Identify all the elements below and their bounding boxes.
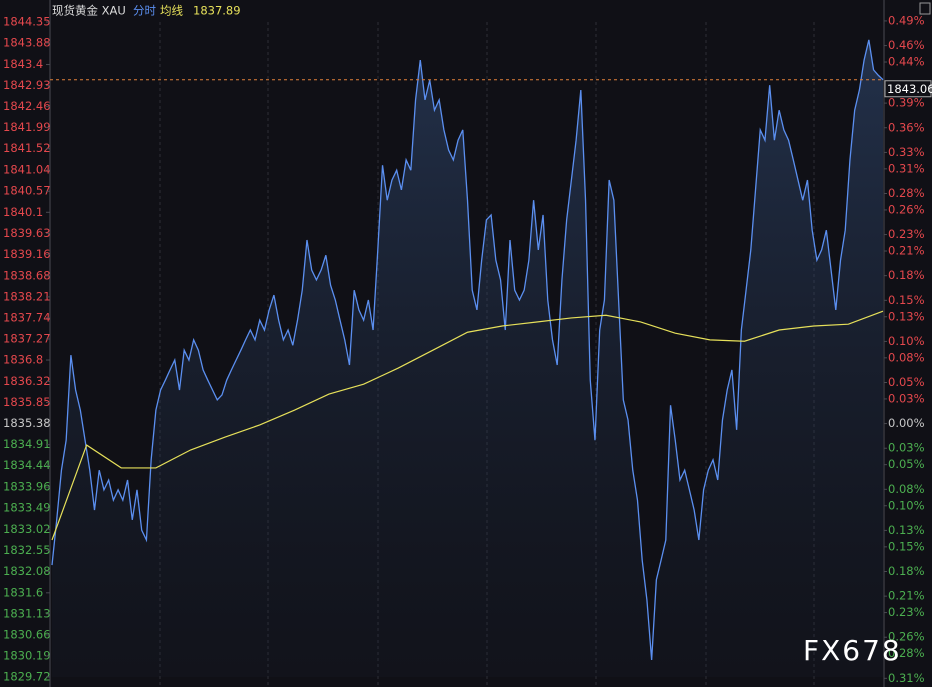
y-tick-label: 1841.52 xyxy=(3,141,51,155)
y2-tick-label: 0.03% xyxy=(888,391,925,405)
y2-tick-label: 0.13% xyxy=(888,309,925,323)
y2-tick-label: 0.26% xyxy=(888,202,925,216)
y-tick-label: 1832.55 xyxy=(3,543,51,557)
legend-entry: 均线 xyxy=(160,4,183,18)
y2-tick-label: 0.10% xyxy=(888,498,925,512)
y2-tick-label: 0.21% xyxy=(888,244,925,258)
y2-tick-label: 0.00% xyxy=(888,416,925,430)
y-tick-label: 1831.13 xyxy=(3,606,51,620)
y-tick-label: 1833.02 xyxy=(3,522,51,536)
y2-tick-label: 0.10% xyxy=(888,334,925,348)
y2-tick-label: 0.36% xyxy=(888,120,925,134)
y2-tick-label: 0.08% xyxy=(888,350,925,364)
y2-tick-label: 0.21% xyxy=(888,589,925,603)
y-tick-label: 1834.44 xyxy=(3,458,51,472)
y-tick-label: 1837.74 xyxy=(3,310,51,324)
y2-tick-label: 0.18% xyxy=(888,564,925,578)
y2-tick-label: 0.13% xyxy=(888,523,925,537)
y2-tick-label: 0.05% xyxy=(888,375,925,389)
y2-tick-label: 0.08% xyxy=(888,482,925,496)
legend-entry: 分时 xyxy=(133,4,156,18)
y2-tick-label: 0.26% xyxy=(888,630,925,644)
y-tick-label: 1830.19 xyxy=(3,648,51,662)
y-tick-label: 1842.46 xyxy=(3,99,51,113)
y2-tick-label: 0.15% xyxy=(888,293,925,307)
y-tick-label: 1843.4 xyxy=(3,57,43,71)
y2-tick-label: 0.03% xyxy=(888,441,925,455)
y-tick-label: 1833.96 xyxy=(3,480,51,494)
y-tick-label: 1830.66 xyxy=(3,627,51,641)
last-price-box xyxy=(884,80,932,98)
y-tick-label: 1843.88 xyxy=(3,36,51,50)
y-tick-label: 1834.91 xyxy=(3,437,51,451)
y-tick-label: 1837.27 xyxy=(3,331,51,345)
y2-tick-label: 0.31% xyxy=(888,671,925,685)
y-tick-label: 1842.93 xyxy=(3,78,51,92)
y2-tick-label: 0.15% xyxy=(888,539,925,553)
y2-tick-label: 0.49% xyxy=(888,13,925,27)
y-tick-label: 1838.21 xyxy=(3,289,51,303)
y-tick-label: 1840.57 xyxy=(3,184,51,198)
y2-tick-label: 0.28% xyxy=(888,646,925,660)
y2-tick-label: 0.44% xyxy=(888,55,925,69)
y-tick-label: 1836.32 xyxy=(3,374,51,388)
y-tick-label: 1839.63 xyxy=(3,226,51,240)
y-tick-label: 1833.49 xyxy=(3,501,51,515)
y-tick-label: 1835.85 xyxy=(3,395,51,409)
y-tick-label: 1836.8 xyxy=(3,353,43,367)
y2-tick-label: 0.05% xyxy=(888,457,925,471)
y-tick-label: 1844.35 xyxy=(3,15,51,29)
y-tick-label: 1840.1 xyxy=(3,205,43,219)
y2-tick-label: 0.28% xyxy=(888,186,925,200)
y2-tick-label: 0.31% xyxy=(888,161,925,175)
y2-tick-label: 0.33% xyxy=(888,145,925,159)
y2-tick-label: 0.23% xyxy=(888,605,925,619)
y-tick-label: 1841.04 xyxy=(3,163,51,177)
corner-icon[interactable] xyxy=(919,2,931,15)
y-tick-label: 1841.99 xyxy=(3,120,51,134)
watermark: FX678 xyxy=(803,634,902,667)
y2-tick-label: 0.46% xyxy=(888,38,925,52)
average-value: 1837.89 xyxy=(193,4,241,18)
price-area xyxy=(52,39,883,678)
y-tick-label: 1829.72 xyxy=(3,670,51,684)
y-tick-label: 1839.16 xyxy=(3,247,51,261)
y2-tick-label: 0.23% xyxy=(888,227,925,241)
chart-title: 现货黄金 XAU xyxy=(52,4,126,18)
average-line xyxy=(51,310,884,541)
y-tick-label: 1835.38 xyxy=(3,416,51,430)
y-tick-label: 1831.6 xyxy=(3,585,43,599)
y2-tick-label: 0.18% xyxy=(888,268,925,282)
price-line xyxy=(51,39,884,661)
y2-tick-label: 0.39% xyxy=(888,96,925,110)
last-price-label: 1843.06 xyxy=(887,82,932,96)
y-tick-label: 1832.08 xyxy=(3,564,51,578)
y-tick-label: 1838.68 xyxy=(3,268,51,282)
